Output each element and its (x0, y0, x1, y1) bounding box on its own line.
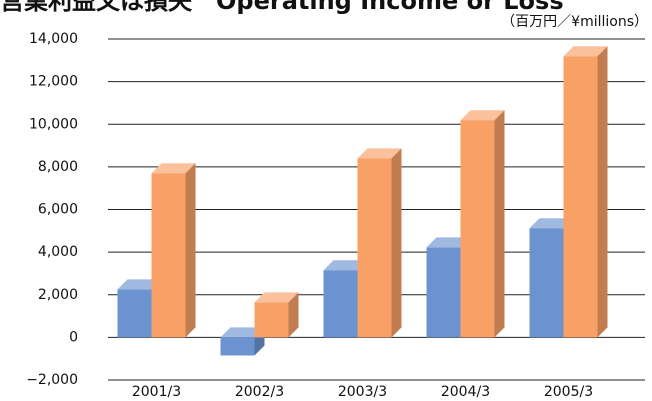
y-tick-label: 6,000 (38, 202, 78, 218)
unit-label: （百万円／¥millions） (501, 14, 648, 30)
y-tick-label: 14,000 (29, 31, 78, 47)
bar-top (460, 110, 505, 121)
bar-top (563, 46, 608, 57)
bar-top (220, 327, 265, 338)
y-tick-label: 0 (69, 329, 78, 345)
bar-top (529, 218, 574, 229)
bar (460, 120, 495, 338)
x-tick-label: 2001/3 (132, 384, 181, 400)
bar (357, 158, 392, 338)
x-tick-label: 2005/3 (544, 384, 593, 400)
y-tick-label: 4,000 (38, 244, 78, 260)
y-tick-label: −2,000 (26, 372, 78, 388)
bar-top (357, 148, 402, 159)
bar (426, 247, 461, 338)
bar (220, 337, 255, 356)
bar (254, 302, 289, 338)
bar-side (597, 46, 608, 338)
bar (151, 173, 186, 338)
bar (117, 289, 152, 338)
bar-top (254, 292, 299, 303)
y-tick-label: 12,000 (29, 74, 78, 90)
y-tick-label: 2,000 (38, 287, 78, 303)
bar (323, 270, 358, 338)
bar-side (391, 148, 402, 338)
chart-title: 営業利益又は損失 Operating Income or Loss (0, 0, 564, 15)
bar-side (185, 163, 196, 338)
bar (529, 228, 564, 338)
bar-top (151, 163, 196, 174)
bar-top (426, 237, 471, 248)
bar-top (117, 279, 162, 290)
y-tick-label: 10,000 (29, 116, 78, 132)
x-tick-label: 2003/3 (338, 384, 387, 400)
x-tick-label: 2004/3 (441, 384, 490, 400)
bar (563, 56, 598, 338)
bar-side (288, 292, 299, 338)
x-tick-label: 2002/3 (235, 384, 284, 400)
bar-top (323, 260, 368, 271)
bar-side (494, 110, 505, 338)
y-tick-label: 8,000 (38, 159, 78, 175)
